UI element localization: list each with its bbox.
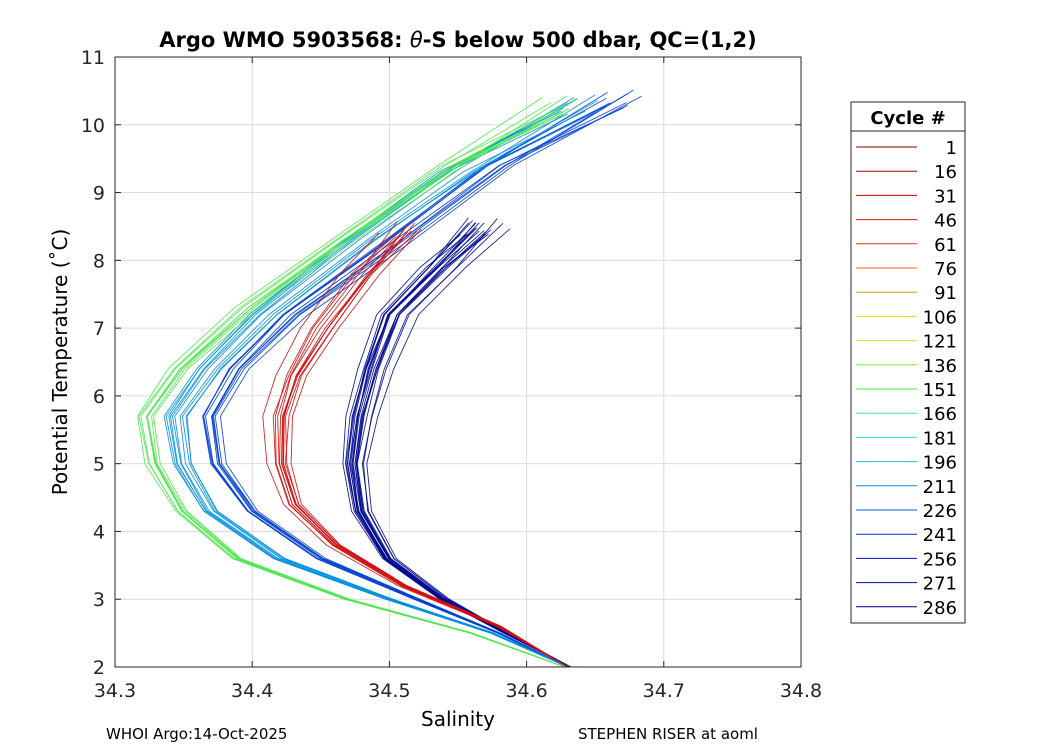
legend-label: 106: [923, 307, 957, 328]
y-axis-label: Potential Temperature (˚C): [48, 229, 72, 496]
profile-line: [213, 93, 628, 668]
legend-label: 136: [923, 356, 957, 377]
chart-title: Argo WMO 5903568: θ-S below 500 dbar, QC…: [159, 28, 756, 52]
legend-label: 166: [923, 404, 957, 425]
legend-label: 271: [923, 574, 957, 595]
y-tick-label: 6: [93, 386, 105, 408]
y-tick-label: 4: [93, 521, 105, 543]
x-tick-label: 34.6: [505, 680, 547, 702]
x-axis-label: Salinity: [421, 707, 495, 731]
legend-label: 211: [923, 477, 957, 498]
legend-title: Cycle #: [870, 108, 945, 129]
legend-label: 256: [923, 549, 957, 570]
y-tick-label: 8: [93, 250, 105, 272]
profile-line: [138, 111, 566, 668]
x-tick-label: 34.7: [643, 680, 685, 702]
profile-line: [174, 98, 578, 668]
legend-label: 241: [923, 525, 957, 546]
profile-line: [181, 94, 596, 668]
profile-line: [219, 95, 642, 668]
profile-line: [277, 221, 569, 668]
y-tick-label: 7: [93, 318, 105, 340]
legend-label: 226: [923, 501, 957, 522]
profiles: [137, 89, 642, 668]
axis-ticks: 34.3 34.4 34.5 34.6 34.7 34.8 2 3 4 5 6 7 8 9 10 11: [81, 47, 822, 702]
profile-line: [203, 92, 608, 668]
title-suffix: -S below 500 dbar, QC=(1,2): [423, 28, 757, 52]
y-tick-label: 2: [93, 657, 105, 679]
profile-line: [363, 222, 571, 668]
title-prefix: Argo WMO 5903568:: [159, 28, 410, 52]
profile-line: [285, 231, 569, 668]
x-tick-label: 34.4: [231, 680, 273, 702]
legend-label: 1: [946, 138, 957, 159]
legend-label: 181: [923, 428, 957, 449]
legend-label: 121: [923, 332, 957, 353]
profile-line: [366, 228, 571, 668]
y-tick-label: 9: [93, 183, 105, 205]
y-tick-label: 11: [81, 47, 105, 69]
profile-line: [272, 236, 569, 668]
y-tick-label: 5: [93, 454, 105, 476]
legend-label: 196: [923, 453, 957, 474]
legend-label: 46: [934, 211, 957, 232]
legend-label: 61: [934, 235, 957, 256]
y-tick-label: 3: [93, 589, 105, 611]
footer-left: WHOI Argo:14-Oct-2025: [106, 725, 288, 743]
plot-frame: [114, 56, 802, 668]
footer-right: STEPHEN RISER at aoml: [578, 725, 758, 743]
title-theta: θ: [410, 28, 423, 52]
legend-label: 76: [934, 259, 957, 280]
x-tick-label: 34.8: [780, 680, 822, 702]
profile-line: [356, 229, 571, 668]
legend-label: 31: [934, 186, 957, 207]
x-tick-label: 34.3: [94, 680, 136, 702]
legend: Cycle #1 16 31 46 61 76 91 106 121 136 151 166 181 19…: [850, 101, 966, 624]
y-tick-label: 10: [81, 115, 105, 137]
profile-line: [153, 98, 578, 668]
legend-label: 16: [934, 162, 957, 183]
legend-label: 91: [934, 283, 957, 304]
legend-box: [850, 101, 966, 624]
x-tick-label: 34.5: [368, 680, 410, 702]
profile-line: [262, 232, 569, 668]
legend-label: 286: [923, 598, 957, 619]
legend-label: 151: [923, 380, 957, 401]
